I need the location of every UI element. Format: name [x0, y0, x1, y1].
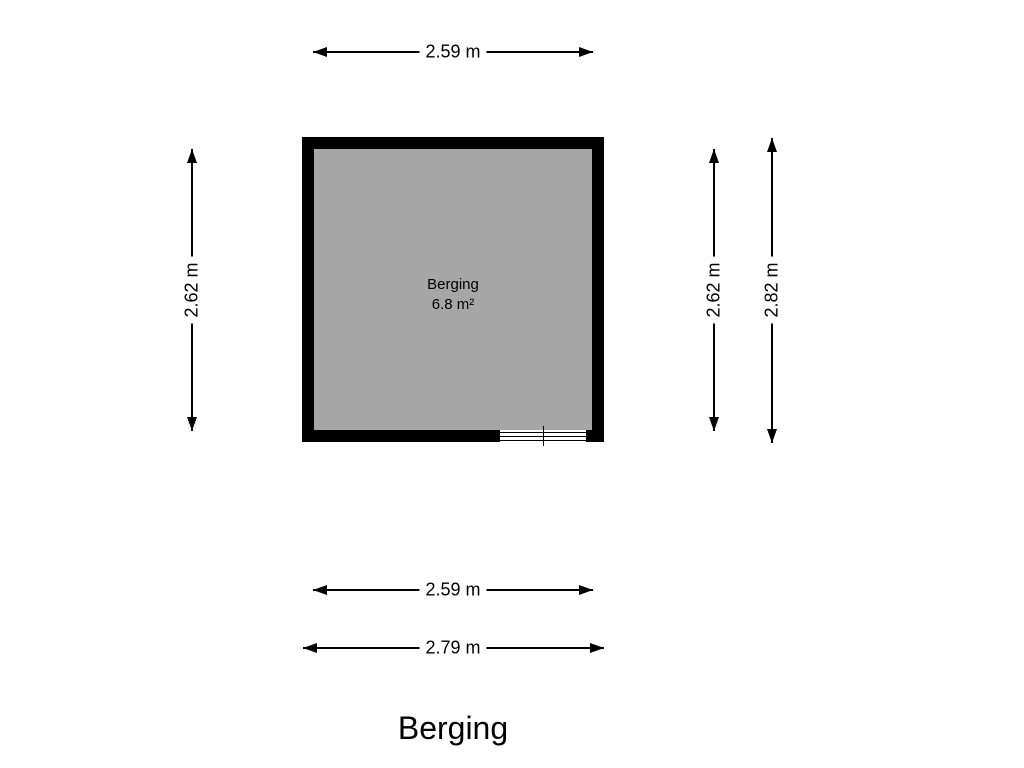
arrow-left-icon [303, 643, 317, 653]
arrow-down-icon [709, 417, 719, 431]
dim-label-bottom-inner: 2.59 m [419, 580, 486, 601]
dim-label-right-outer: 2.82 m [762, 256, 783, 323]
arrow-left-icon [313, 585, 327, 595]
dim-label-top: 2.59 m [419, 42, 486, 63]
room-name: Berging [398, 275, 508, 295]
arrow-right-icon [590, 643, 604, 653]
arrow-right-icon [579, 47, 593, 57]
floorplan-title: Berging [398, 710, 508, 747]
arrow-up-icon [767, 138, 777, 152]
floorplan-canvas: Berging 6.8 m² 2.59 m 2.59 m 2.79 m 2.62… [0, 0, 1024, 768]
arrow-up-icon [709, 149, 719, 163]
room-label: Berging 6.8 m² [398, 275, 508, 314]
arrow-down-icon [767, 429, 777, 443]
arrow-right-icon [579, 585, 593, 595]
room-area: 6.8 m² [398, 295, 508, 315]
arrow-up-icon [187, 149, 197, 163]
dim-label-bottom-outer: 2.79 m [419, 638, 486, 659]
arrow-left-icon [313, 47, 327, 57]
dim-label-left: 2.62 m [182, 256, 203, 323]
dim-label-right-inner: 2.62 m [704, 256, 725, 323]
arrow-down-icon [187, 417, 197, 431]
door-tick [543, 426, 544, 446]
